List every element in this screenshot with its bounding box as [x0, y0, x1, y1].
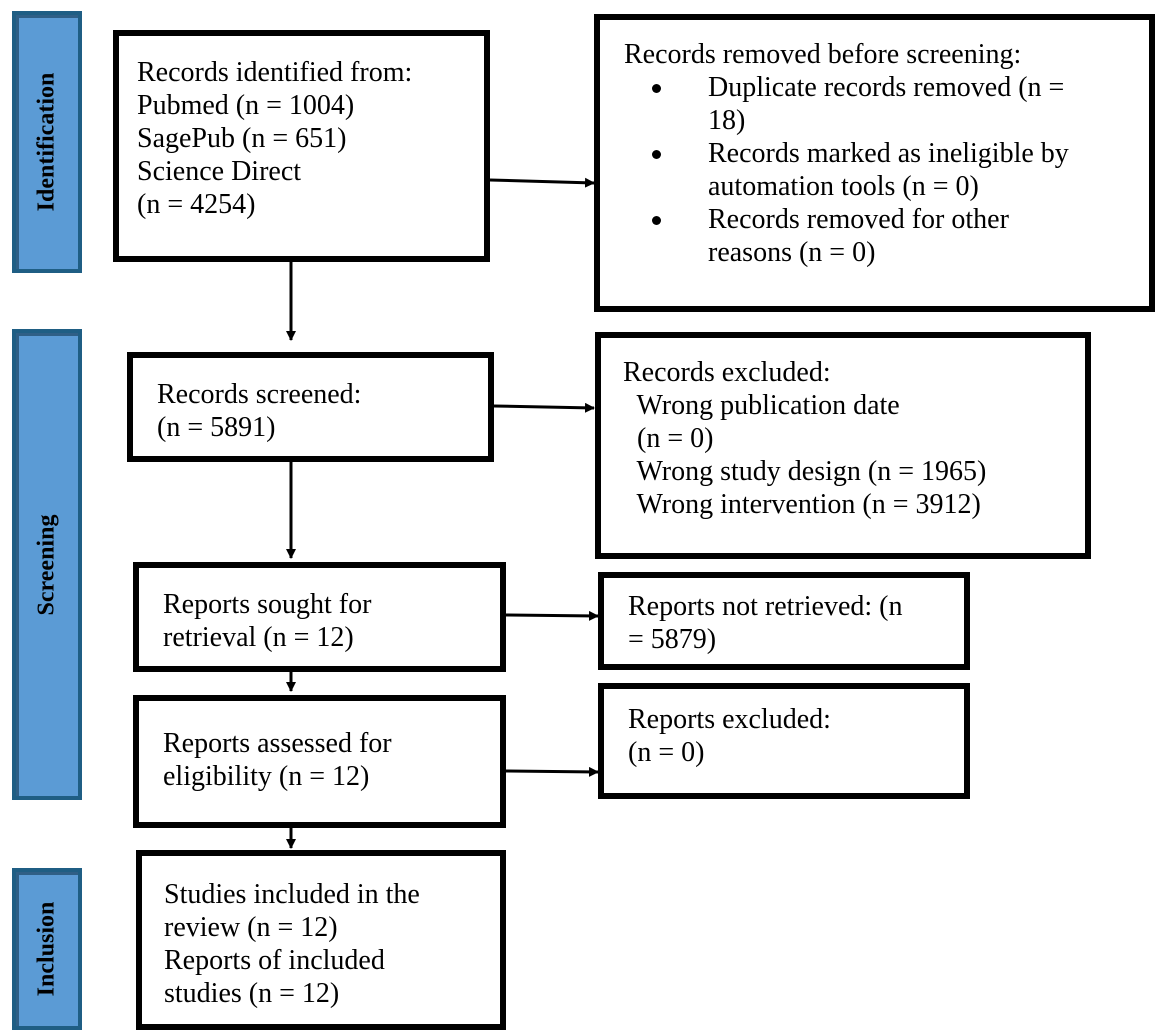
arrow-sought-to-notretrieved — [505, 610, 599, 621]
bullet-icon — [652, 216, 661, 225]
bullet-icon — [652, 150, 661, 159]
records-excluded-line: (n = 0) — [623, 423, 714, 454]
reports-sought-box: Reports sought for retrieval (n = 12) — [133, 562, 506, 672]
reports-assessed-line: Reports assessed for — [163, 728, 392, 759]
reports-not-retrieved-box: Reports not retrieved: (n = 5879) — [598, 572, 970, 670]
reports-not-retrieved-line: = 5879) — [628, 624, 717, 655]
studies-included-line: review (n = 12) — [164, 912, 338, 943]
arrow-screened-to-excluded — [493, 402, 595, 413]
records-excluded-line: Wrong publication date — [623, 390, 900, 421]
bullet-icon — [652, 84, 661, 93]
records-identified-box: Records identified from: Pubmed (n = 100… — [113, 30, 490, 262]
arrow-identified-to-removed — [489, 177, 595, 188]
records-excluded-box: Records excluded: Wrong publication date… — [595, 332, 1091, 559]
records-screened-box: Records screened: (n = 5891) — [127, 352, 494, 462]
arrow-assessed-to-excluded — [505, 766, 599, 777]
stage-identification: Identification — [12, 11, 82, 273]
records-removed-item: Records marked as ineligible by automati… — [624, 137, 1149, 203]
records-removed-list: Duplicate records removed (n = 18) Recor… — [624, 71, 1149, 269]
stage-screening: Screening — [12, 329, 82, 800]
reports-assessed-line: eligibility (n = 12) — [163, 761, 370, 792]
records-excluded-line: Records excluded: — [623, 357, 831, 388]
reports-excluded-line: (n = 0) — [628, 737, 705, 768]
studies-included-box: Studies included in the review (n = 12) … — [136, 850, 506, 1030]
records-removed-item: Duplicate records removed (n = 18) — [624, 71, 1149, 137]
studies-included-line: studies (n = 12) — [164, 978, 340, 1009]
reports-assessed-box: Reports assessed for eligibility (n = 12… — [133, 695, 506, 828]
records-excluded-line: Wrong study design (n = 1965) — [623, 456, 987, 487]
records-removed-heading: Records removed before screening: — [624, 39, 1022, 70]
reports-excluded-line: Reports excluded: — [628, 704, 831, 735]
studies-included-line: Reports of included — [164, 945, 385, 976]
records-removed-item: Records removed for other reasons (n = 0… — [624, 203, 1149, 269]
reports-sought-line: retrieval (n = 12) — [163, 622, 354, 653]
reports-excluded-box: Reports excluded: (n = 0) — [598, 683, 970, 799]
records-identified-line: Pubmed (n = 1004) — [137, 90, 355, 121]
reports-not-retrieved-line: Reports not retrieved: (n — [628, 591, 903, 622]
records-screened-line: Records screened: — [157, 379, 362, 410]
records-screened-line: (n = 5891) — [157, 412, 276, 443]
studies-included-line: Studies included in the — [164, 879, 420, 910]
stage-inclusion: Inclusion — [12, 868, 82, 1030]
records-identified-line: Records identified from: — [137, 57, 413, 88]
reports-sought-line: Reports sought for — [163, 589, 372, 620]
records-removed-box: Records removed before screening: Duplic… — [594, 14, 1155, 312]
records-excluded-line: Wrong intervention (n = 3912) — [623, 489, 981, 520]
records-identified-line: Science Direct — [137, 156, 302, 187]
records-identified-line: SagePub (n = 651) — [137, 123, 347, 154]
records-identified-line: (n = 4254) — [137, 189, 256, 220]
